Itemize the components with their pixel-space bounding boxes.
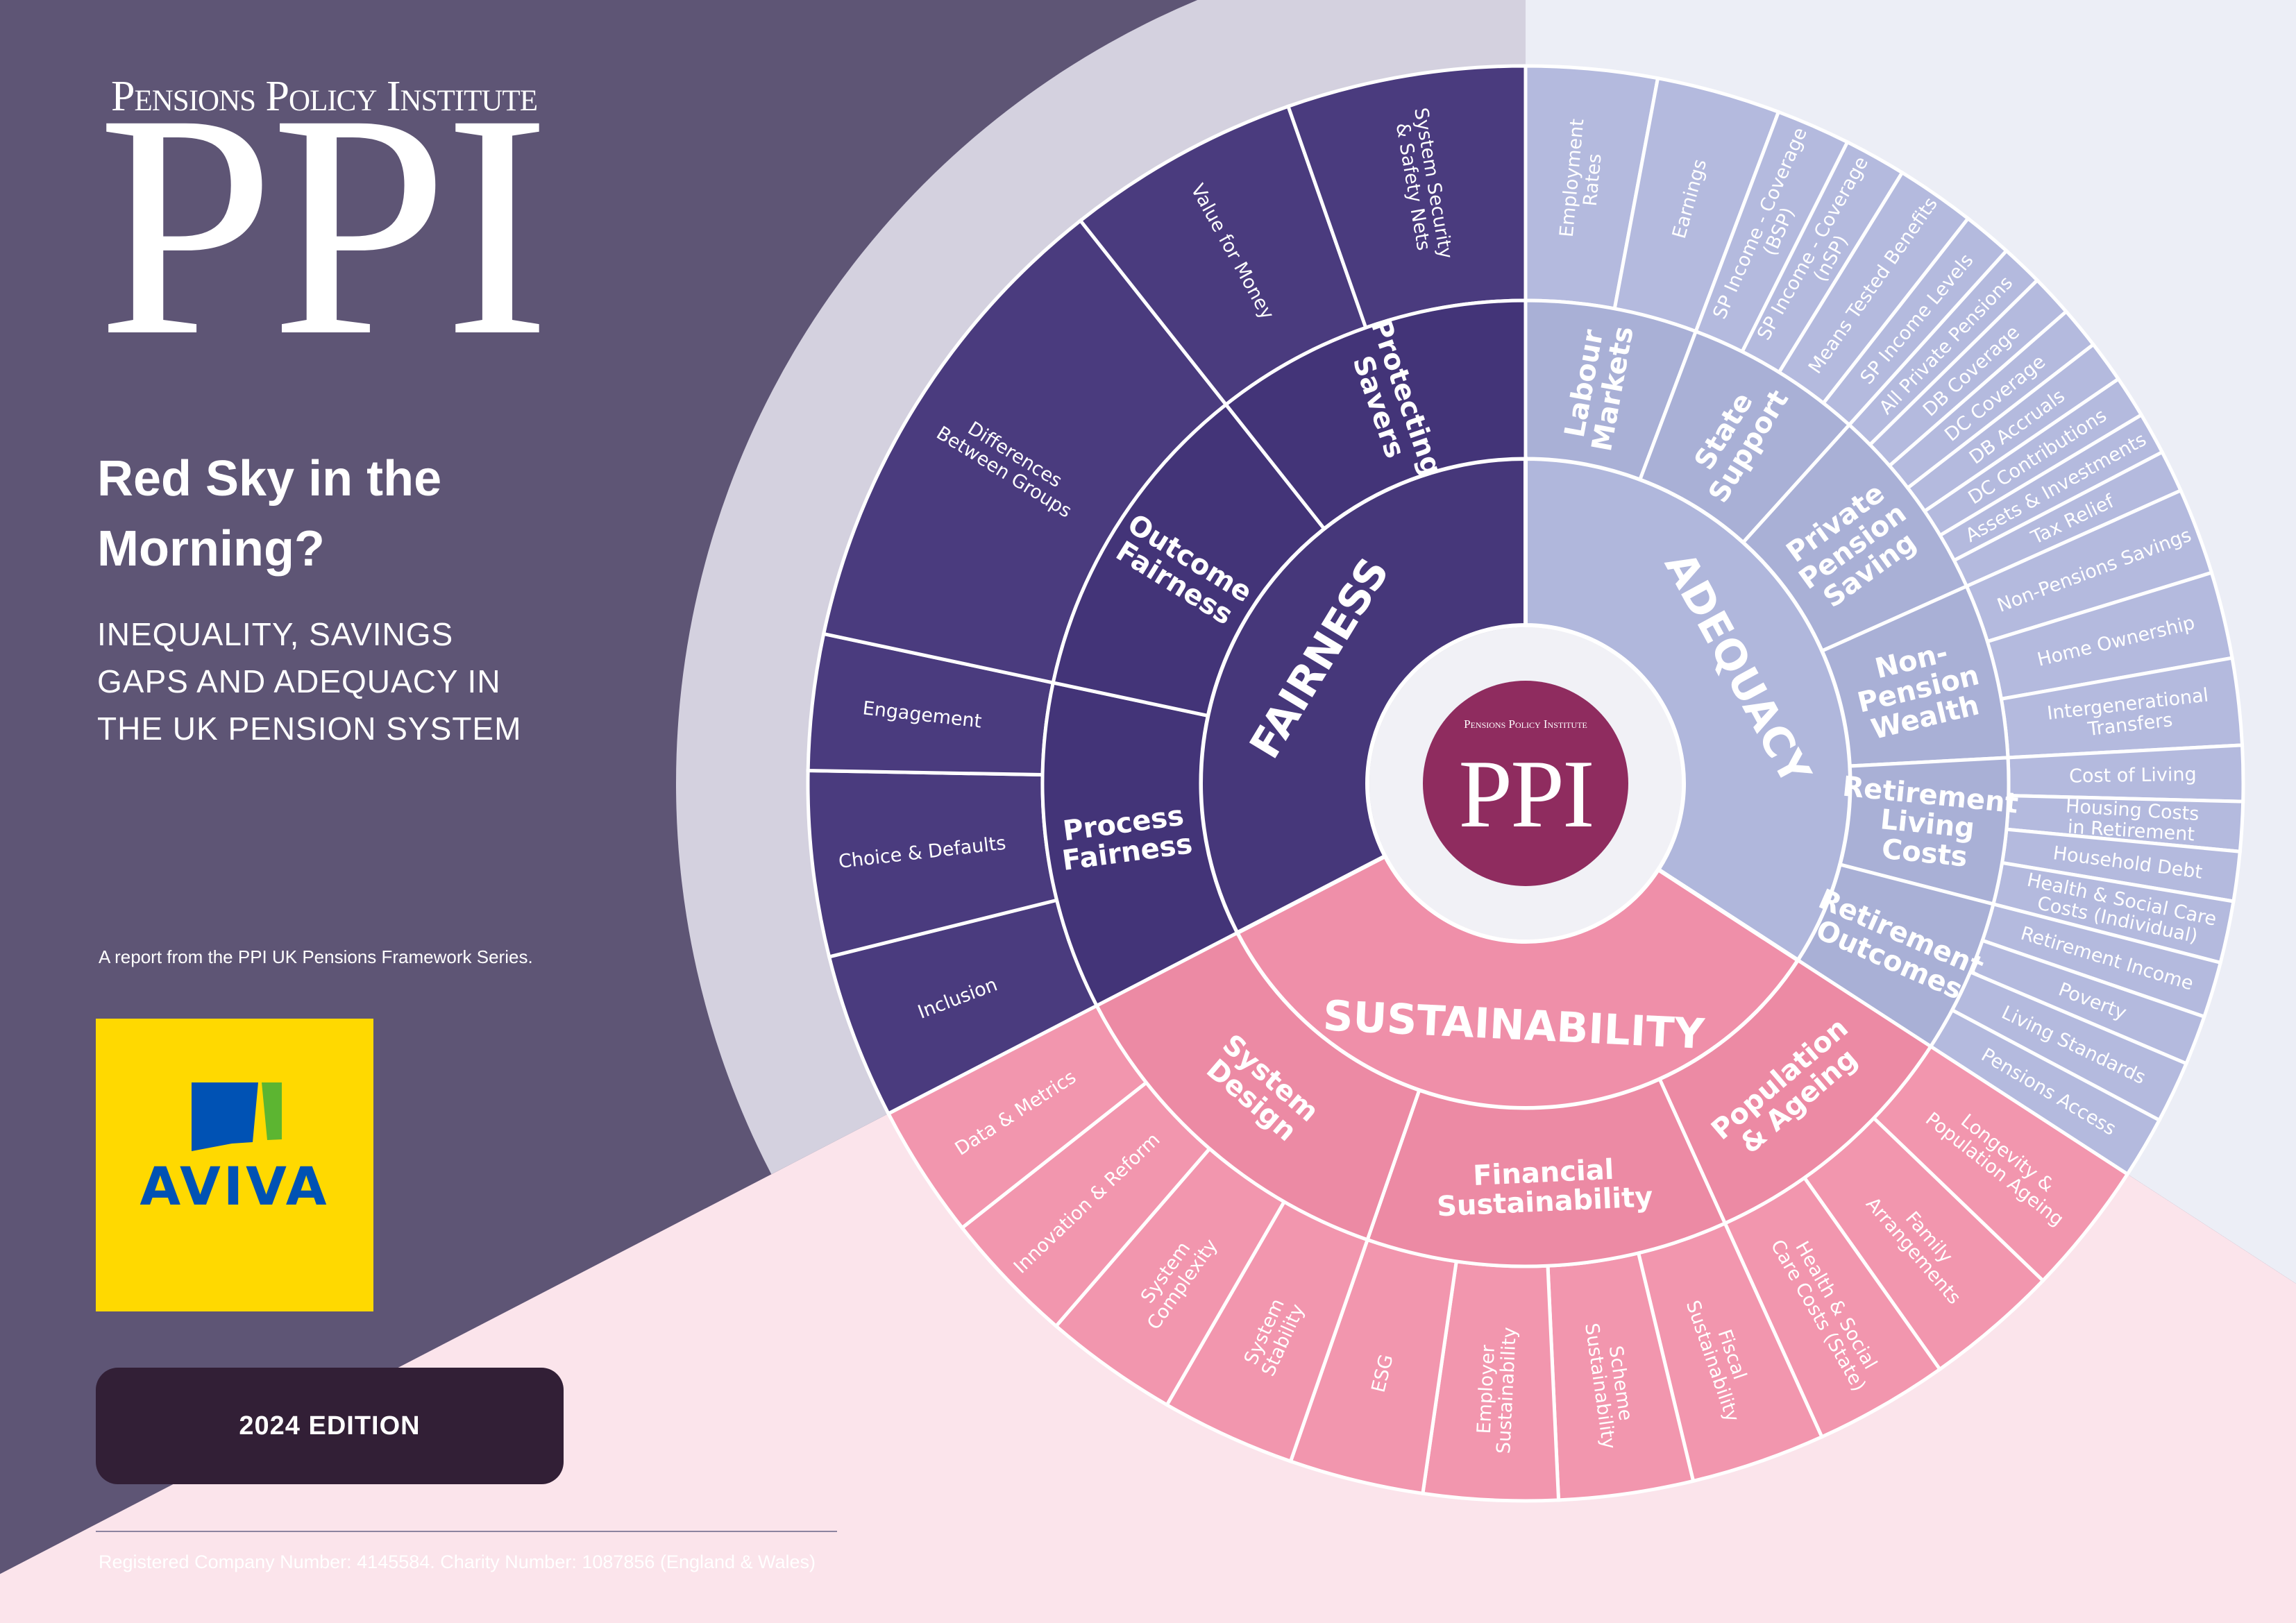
aviva-green-flag-icon bbox=[262, 1082, 282, 1140]
report-title: Red Sky in the Morning? bbox=[97, 451, 442, 577]
report-subtitle: INEQUALITY, SAVINGS GAPS AND ADEQUACY IN… bbox=[97, 616, 522, 747]
category-fairness bbox=[806, 64, 1528, 1116]
subcategory-segment bbox=[1223, 298, 1528, 532]
center-ppi-logo: PPI bbox=[1458, 740, 1592, 848]
org-name: Pensions Policy Institute bbox=[111, 73, 538, 120]
registration-text: Registered Company Number: 4145584. Char… bbox=[99, 1552, 816, 1572]
center-org-name: Pensions Policy Institute bbox=[1464, 717, 1587, 731]
category-adequacy bbox=[1523, 64, 2245, 1177]
item-label: EmployerSustainability bbox=[1472, 1325, 1521, 1454]
subcategory-segment bbox=[1365, 1076, 1728, 1268]
divider bbox=[96, 1531, 837, 1532]
center-logo-circle bbox=[1423, 681, 1628, 886]
subcategory-segment bbox=[1094, 931, 1421, 1242]
item-label: System Security& Safety Nets bbox=[1390, 106, 1457, 264]
edition-badge: 2024 EDITION bbox=[96, 1368, 564, 1484]
item-label: Housing Costsin Retirement bbox=[2063, 796, 2200, 846]
category-sustainability bbox=[886, 853, 2130, 1503]
aviva-blue-flag-icon bbox=[192, 1082, 258, 1151]
aviva-logo: AVIVA bbox=[96, 1019, 373, 1311]
series-note: A report from the PPI UK Pensions Framew… bbox=[99, 946, 533, 967]
item-label: Cost of Living bbox=[2069, 764, 2197, 788]
aviva-wordmark: AVIVA bbox=[140, 1155, 329, 1217]
